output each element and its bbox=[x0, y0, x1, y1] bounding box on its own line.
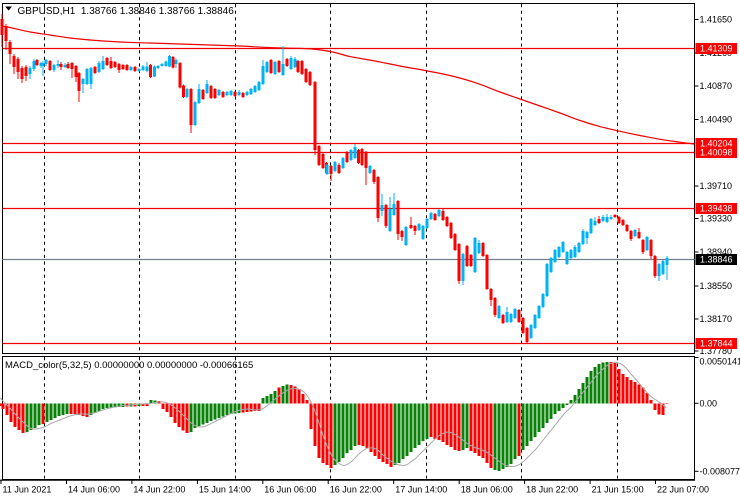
svg-text:MACD_color(5,32,5) 0.00000000: MACD_color(5,32,5) 0.00000000 0.00000000… bbox=[5, 360, 253, 371]
svg-text:1.38170: 1.38170 bbox=[700, 314, 733, 324]
svg-text:1.41650: 1.41650 bbox=[700, 15, 733, 25]
svg-text:1.37844: 1.37844 bbox=[700, 339, 733, 349]
svg-text:1.41309: 1.41309 bbox=[700, 44, 733, 54]
svg-text:1.38846: 1.38846 bbox=[700, 255, 733, 265]
svg-text:1.39330: 1.39330 bbox=[700, 214, 733, 224]
svg-text:1.40204: 1.40204 bbox=[700, 139, 733, 149]
svg-text:18 Jun 06:00: 18 Jun 06:00 bbox=[461, 485, 513, 495]
svg-text:18 Jun 22:00: 18 Jun 22:00 bbox=[526, 485, 578, 495]
svg-text:1.40490: 1.40490 bbox=[700, 115, 733, 125]
svg-text:GBPUSD,H1 1.38766 1.38846 1.3: GBPUSD,H1 1.38766 1.38846 1.38766 1.3884… bbox=[18, 6, 235, 17]
svg-text:11 Jun 2021: 11 Jun 2021 bbox=[3, 485, 52, 495]
svg-text:16 Jun 06:00: 16 Jun 06:00 bbox=[264, 485, 316, 495]
svg-text:1.39438: 1.39438 bbox=[700, 204, 733, 214]
svg-text:17 Jun 14:00: 17 Jun 14:00 bbox=[395, 485, 447, 495]
svg-text:14 Jun 22:00: 14 Jun 22:00 bbox=[133, 485, 185, 495]
svg-text:15 Jun 14:00: 15 Jun 14:00 bbox=[199, 485, 251, 495]
svg-text:22 Jun 07:00: 22 Jun 07:00 bbox=[657, 485, 709, 495]
svg-text:1.38940: 1.38940 bbox=[700, 247, 733, 257]
svg-text:1.40098: 1.40098 bbox=[700, 148, 733, 158]
svg-text:1.37780: 1.37780 bbox=[700, 346, 733, 356]
svg-text:1.40870: 1.40870 bbox=[700, 81, 733, 91]
svg-text:0.00: 0.00 bbox=[700, 399, 718, 409]
svg-text:-0.0080773: -0.0080773 bbox=[700, 467, 740, 477]
svg-text:16 Jun 22:00: 16 Jun 22:00 bbox=[330, 485, 382, 495]
svg-text:21 Jun 15:00: 21 Jun 15:00 bbox=[592, 485, 644, 495]
svg-text:1.38550: 1.38550 bbox=[700, 281, 733, 291]
svg-text:1.39710: 1.39710 bbox=[700, 181, 733, 191]
svg-text:0.0050141: 0.0050141 bbox=[700, 357, 740, 367]
svg-text:14 Jun 06:00: 14 Jun 06:00 bbox=[68, 485, 120, 495]
